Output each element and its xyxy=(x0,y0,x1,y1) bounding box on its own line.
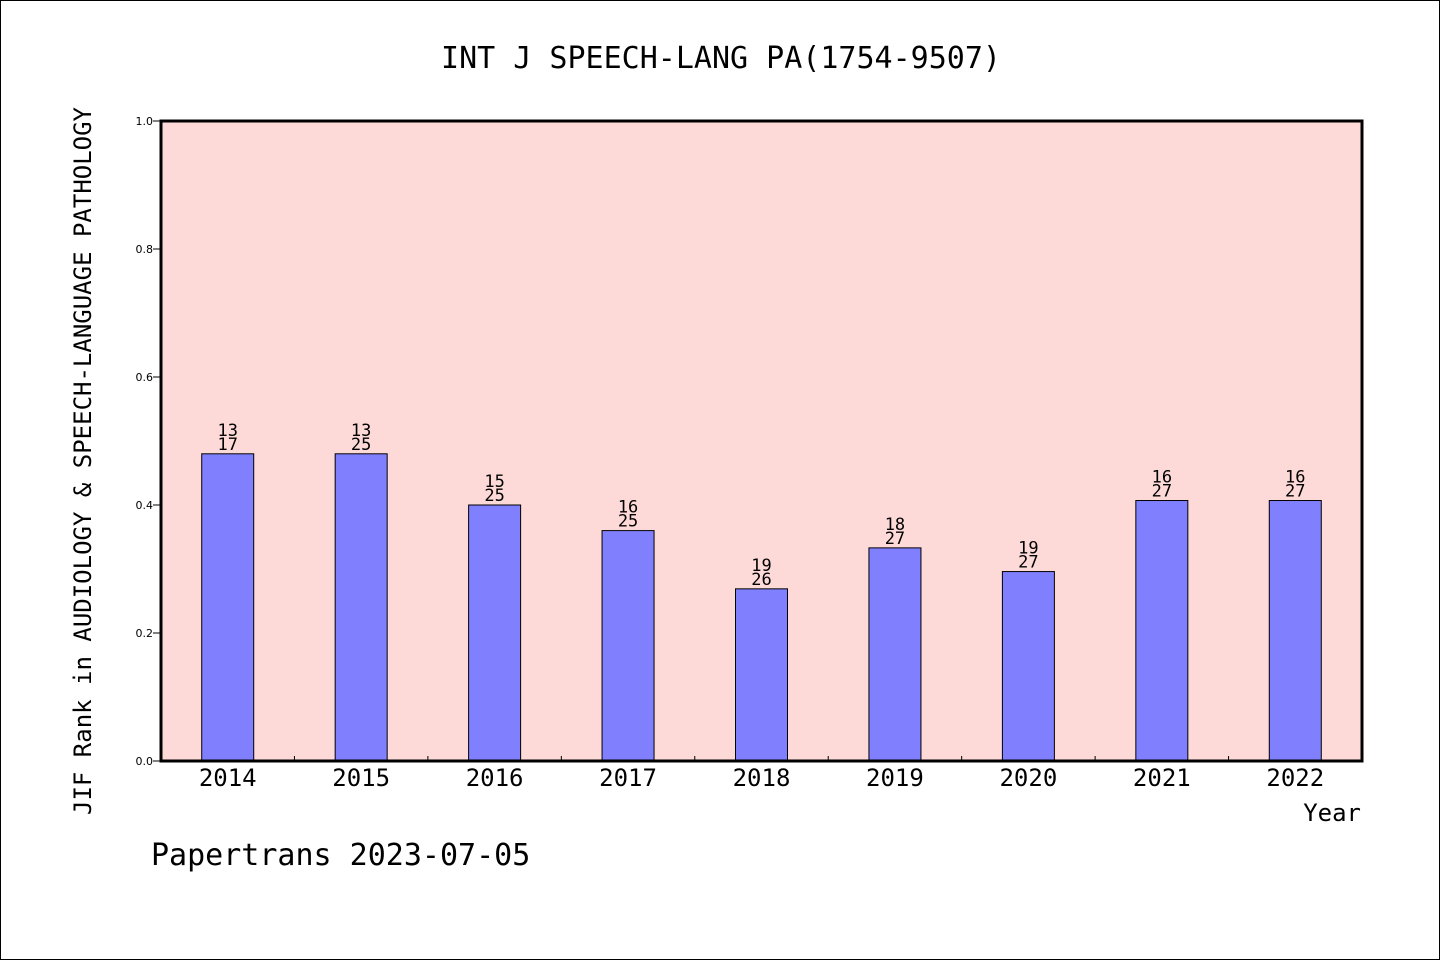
bar xyxy=(735,588,788,762)
y-tick-label: 0.8 xyxy=(136,243,154,256)
bar-label-rank: 16 xyxy=(1152,468,1172,488)
bar-label-rank: 13 xyxy=(217,421,237,441)
bar-label-total: 25 xyxy=(351,435,371,455)
y-tick-label: 1.0 xyxy=(136,115,154,128)
bar xyxy=(601,530,655,762)
chart-title: INT J SPEECH-LANG PA(1754-9507) xyxy=(441,41,1001,76)
x-tick-label: 2018 xyxy=(733,764,791,792)
bar xyxy=(1268,500,1322,762)
x-tick-label: 2015 xyxy=(332,764,390,792)
bar-label-total: 27 xyxy=(885,529,905,549)
x-tick-label: 2017 xyxy=(599,764,657,792)
x-tick-label: 2022 xyxy=(1266,764,1324,792)
y-tick-label: 0.2 xyxy=(136,627,154,640)
y-tick-label: 0.0 xyxy=(136,755,154,768)
x-axis: 2014 2015 2016 2017 2018 2019 2020 2021 2022 xyxy=(199,756,1324,792)
y-axis: 0.0 0.2 0.4 0.6 0.8 1.0 xyxy=(136,115,161,768)
bar-label-rank: 16 xyxy=(618,498,638,518)
plot-border xyxy=(159,119,1364,763)
y-tick-label: 0.6 xyxy=(136,371,154,384)
bar xyxy=(201,453,255,762)
bar xyxy=(468,504,522,762)
bar-label-rank: 19 xyxy=(751,556,771,576)
x-tick-label: 2021 xyxy=(1133,764,1191,792)
x-tick-label: 2019 xyxy=(866,764,924,792)
x-tick-label: 2014 xyxy=(199,764,257,792)
footer-credit: Papertrans 2023-07-05 xyxy=(151,838,530,873)
bar-label-rank: 19 xyxy=(1018,539,1038,559)
bar-label-total: 25 xyxy=(618,512,638,532)
bar-label-rank: 15 xyxy=(484,472,504,492)
bar-label-total: 27 xyxy=(1018,553,1038,573)
bar-label-total: 27 xyxy=(1152,482,1172,502)
bar-label-rank: 16 xyxy=(1285,468,1305,488)
x-tick-label: 2020 xyxy=(999,764,1057,792)
bar-label-total: 26 xyxy=(751,570,771,590)
x-tick-label: 2016 xyxy=(466,764,524,792)
bar xyxy=(334,453,388,762)
bar-label-total: 17 xyxy=(217,435,237,455)
bar xyxy=(868,547,922,762)
y-axis-label: JIF Rank in AUDIOLOGY & SPEECH-LANGUAGE … xyxy=(69,106,97,815)
y-tick-label: 0.4 xyxy=(136,499,154,512)
x-axis-label: Year xyxy=(1303,799,1361,827)
bar-label-total: 27 xyxy=(1285,482,1305,502)
bar-label-rank: 18 xyxy=(885,515,905,535)
bar-series xyxy=(201,453,1322,762)
bar-label-total: 25 xyxy=(484,486,504,506)
bar xyxy=(1135,500,1189,762)
bar-label-rank: 13 xyxy=(351,421,371,441)
bar xyxy=(1001,571,1055,762)
